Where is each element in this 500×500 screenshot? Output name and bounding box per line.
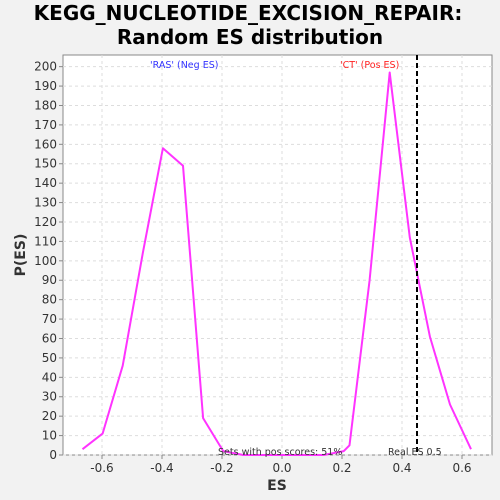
y-tick-label: 10 [42, 429, 57, 443]
y-tick-label: 90 [42, 273, 57, 287]
chart-title-line2: Random ES distribution [117, 25, 383, 49]
x-tick-label: -0.6 [90, 461, 113, 475]
y-axis-label: P(ES) [13, 234, 29, 277]
y-tick-label: 0 [49, 448, 57, 462]
neg-es-label: 'RAS' (Neg ES) [150, 60, 218, 71]
y-tick-label: 120 [34, 215, 57, 229]
y-tick-label: 140 [34, 176, 57, 190]
x-axis-ticks: -0.6 -0.4 -0.2 0.0 0.2 0.4 0.6 [90, 455, 472, 475]
pos-es-label: 'CT' (Pos ES) [340, 60, 399, 71]
annotations: 'RAS' (Neg ES) 'CT' (Pos ES) Sets with p… [150, 60, 442, 458]
y-tick-label: 160 [34, 137, 57, 151]
x-tick-label: 0.0 [272, 461, 291, 475]
x-tick-label: 0.4 [392, 461, 411, 475]
y-tick-label: 190 [34, 79, 57, 93]
series-layer [81, 55, 472, 456]
y-tick-label: 20 [42, 409, 57, 423]
y-tick-label: 150 [34, 157, 57, 171]
chart-title-line1: KEGG_NUCLEOTIDE_EXCISION_REPAIR: [34, 1, 463, 25]
x-tick-label: 0.2 [332, 461, 351, 475]
y-axis-ticks: 0 10 20 30 40 50 60 70 80 90 100 110 120 130 140 150 160… [34, 60, 63, 462]
y-tick-label: 40 [42, 370, 57, 384]
plot-area [62, 54, 493, 456]
y-tick-label: 60 [42, 331, 57, 345]
es-distribution-line [81, 71, 472, 456]
y-tick-label: 100 [34, 254, 57, 268]
y-tick-label: 30 [42, 390, 57, 404]
y-tick-label: 50 [42, 351, 57, 365]
y-tick-label: 200 [34, 60, 57, 74]
grid [63, 55, 492, 456]
y-tick-label: 70 [42, 312, 57, 326]
x-axis-label: ES [267, 478, 287, 494]
x-tick-label: -0.4 [150, 461, 173, 475]
x-tick-label: 0.6 [452, 461, 471, 475]
x-tick-label: -0.2 [210, 461, 233, 475]
y-tick-label: 130 [34, 196, 57, 210]
real-es-label: Real ES 0.5 [388, 447, 442, 458]
y-tick-label: 170 [34, 118, 57, 132]
y-tick-label: 80 [42, 293, 57, 307]
pos-scores-label: Sets with pos scores: 51% [218, 447, 342, 458]
y-tick-label: 110 [34, 234, 57, 248]
y-tick-label: 180 [34, 98, 57, 112]
